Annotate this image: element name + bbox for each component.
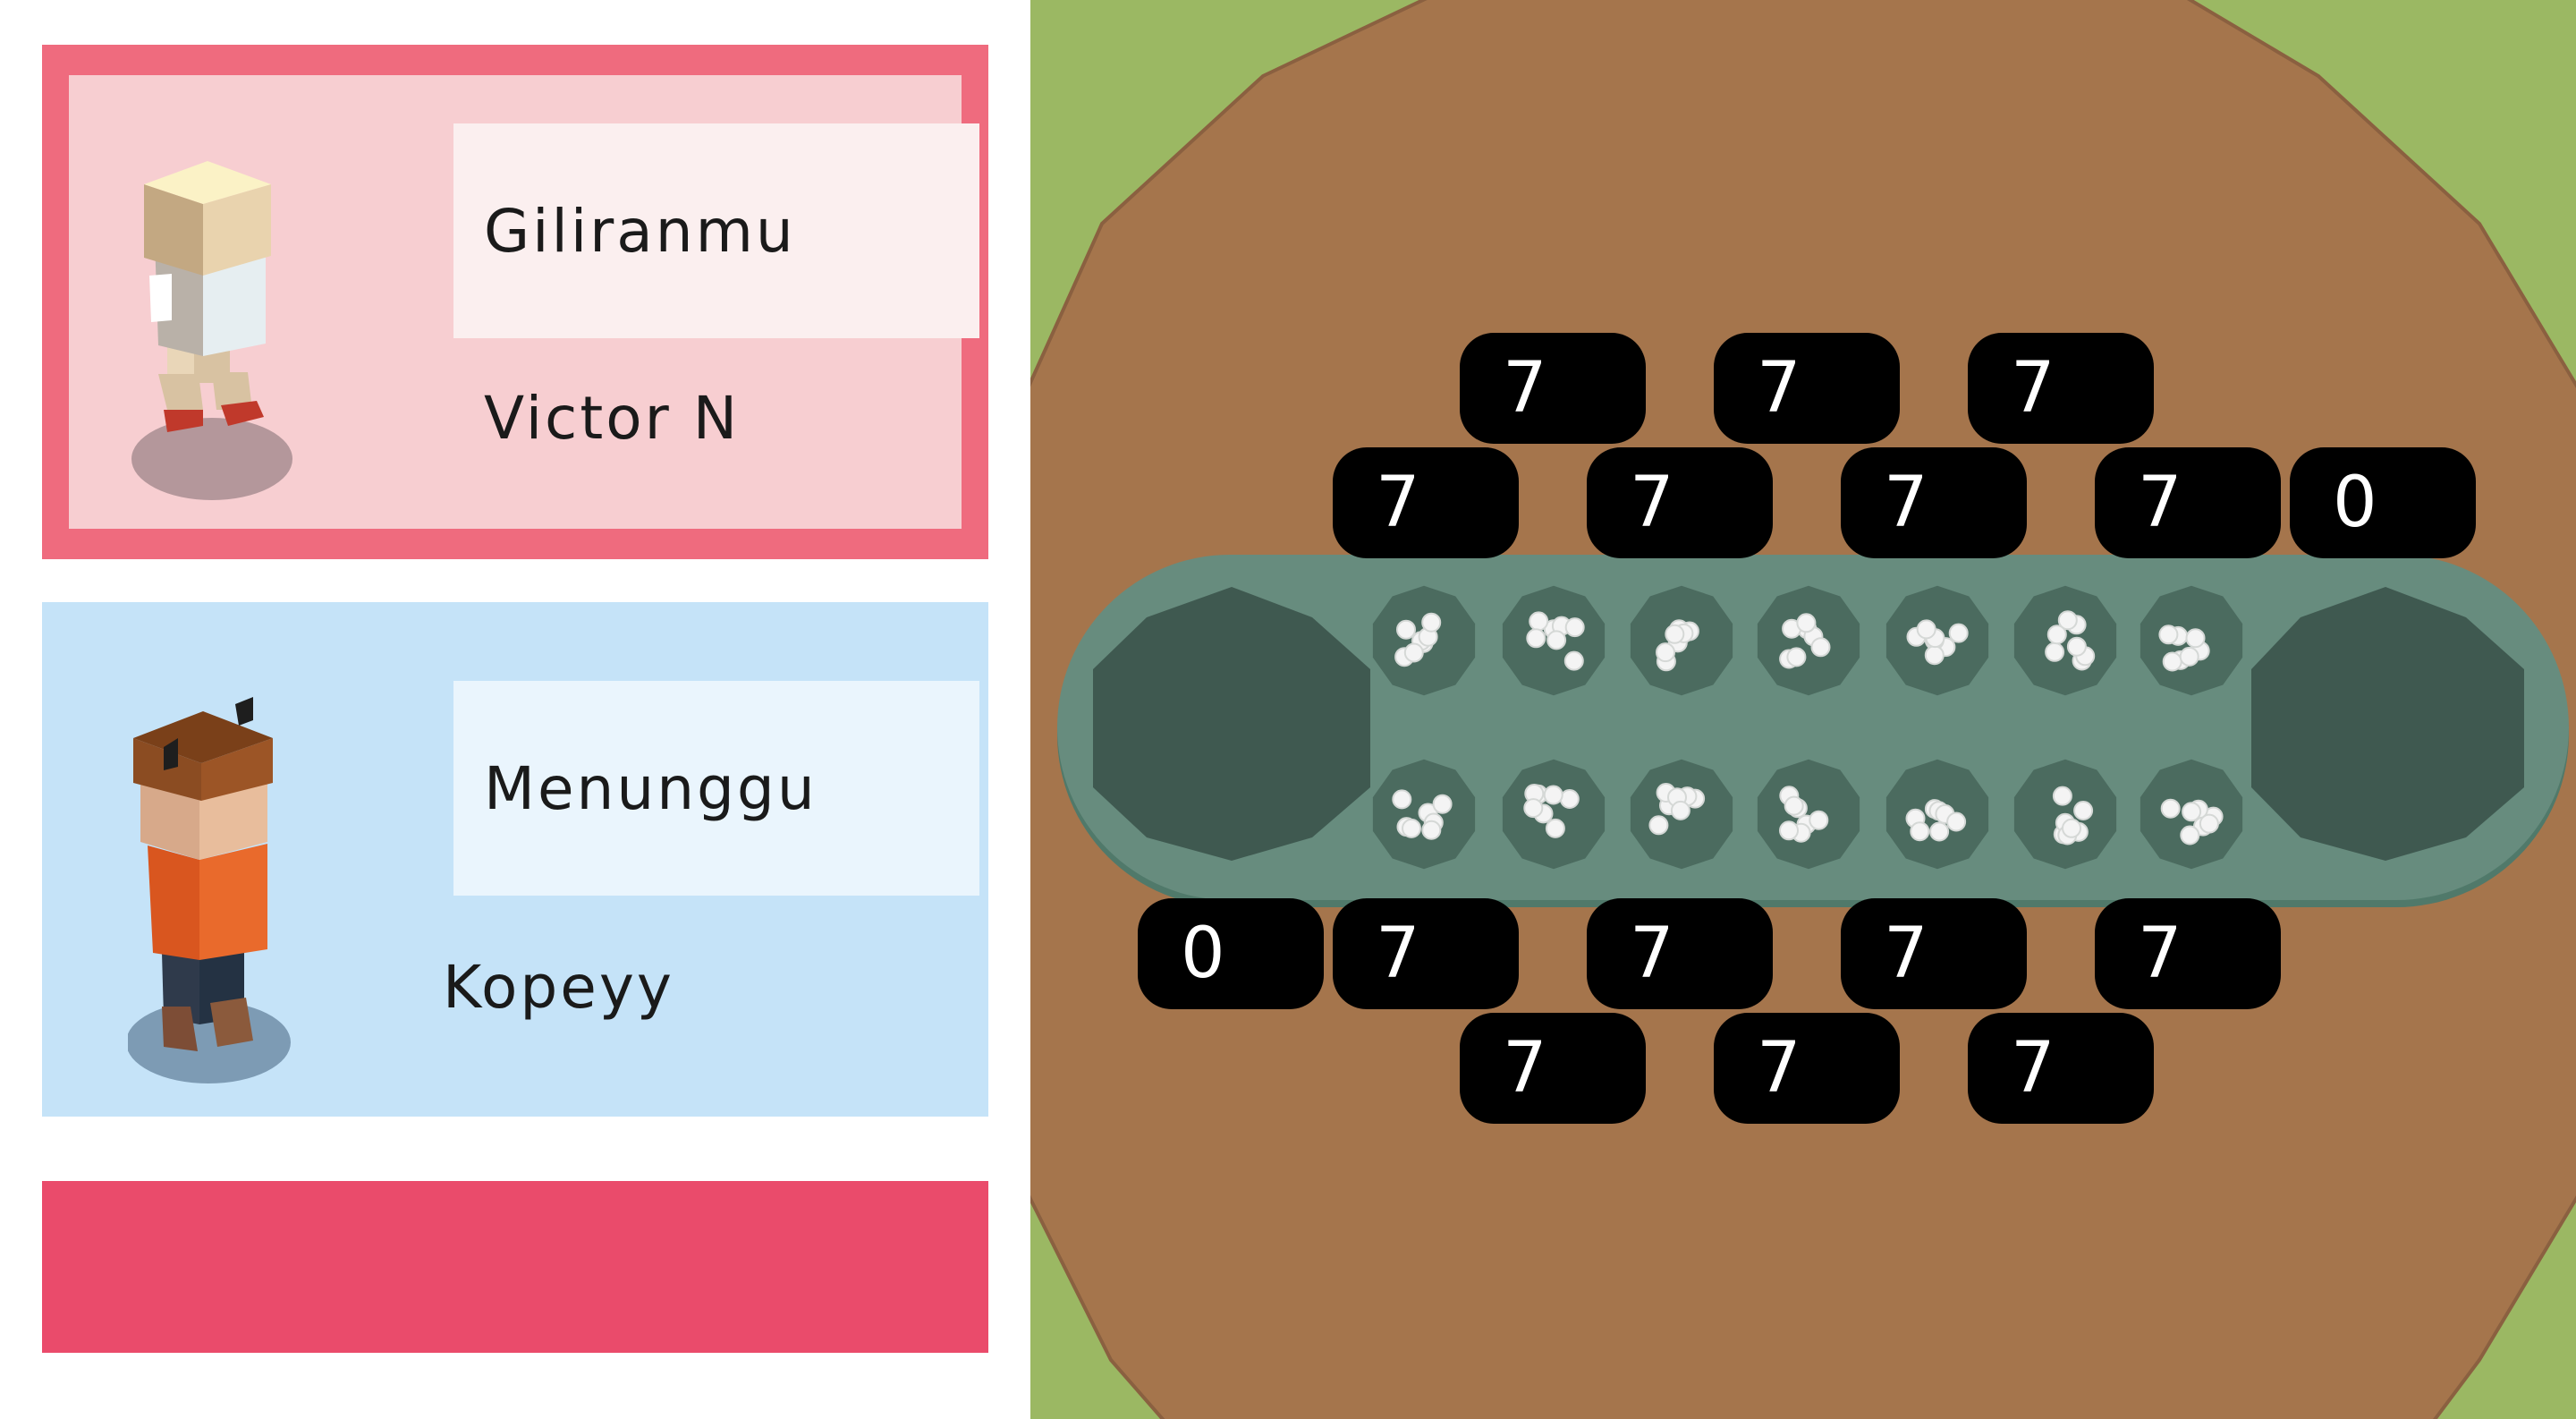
dirt-ground: [1030, 0, 2576, 1419]
seed: [2045, 642, 2065, 662]
seed: [2162, 651, 2182, 672]
store-count-badge: 0: [2290, 447, 2476, 558]
seed: [2182, 802, 2202, 822]
seed: [1916, 619, 1936, 640]
game-board-area: 7 7 7 7 7 7 7 0 0 7 7 7 7 7 7 7: [1030, 0, 2576, 1419]
seed: [1665, 624, 1685, 644]
player-avatar-blond: [131, 161, 292, 500]
seed: [1946, 811, 1967, 832]
seed: [2180, 825, 2200, 845]
player-name: Victor N: [484, 384, 741, 453]
seed: [1786, 647, 1807, 667]
pit-count-badge: 7: [1714, 333, 1900, 444]
seed: [1809, 810, 1829, 830]
pits-group[interactable]: [1372, 585, 2243, 870]
pit-count-badge: 7: [1460, 1013, 1646, 1124]
pit-count-badge: 7: [1968, 333, 2154, 444]
seed: [1421, 612, 1442, 633]
seed: [2066, 636, 2087, 657]
seed: [1402, 818, 1421, 838]
seed: [1396, 619, 1416, 640]
seed: [1563, 650, 1584, 671]
seed: [2052, 786, 2072, 806]
pit-count-badge: 7: [1968, 1013, 2154, 1124]
pit-count-badge: 7: [1841, 898, 2027, 1009]
seed: [1529, 611, 1549, 632]
pit-count-badge: 7: [1587, 447, 1773, 558]
seed: [1948, 623, 1969, 643]
seed: [1559, 789, 1580, 809]
seed: [1929, 821, 1950, 842]
seed: [1564, 617, 1585, 638]
seed: [1670, 800, 1690, 820]
seed: [2062, 818, 2081, 838]
seed: [2046, 625, 2067, 645]
seed: [2057, 610, 2078, 631]
pit-count-badge: 7: [1841, 447, 2027, 558]
store-left[interactable]: [1093, 587, 1370, 861]
seed: [1403, 642, 1424, 663]
pit-count-badge: 7: [2095, 898, 2281, 1009]
store-right[interactable]: [2251, 587, 2524, 861]
seed: [1656, 642, 1675, 663]
player-card-waiting: Menunggu Kopeyy: [42, 602, 988, 1117]
seed: [1523, 798, 1544, 819]
seed: [1543, 785, 1563, 805]
seed: [1648, 815, 1669, 836]
seed: [1779, 820, 1799, 841]
pit-count-badge: 7: [1460, 333, 1646, 444]
pit-count-badge: 7: [2095, 447, 2281, 558]
pit[interactable]: [2013, 585, 2117, 696]
pit-count-badge: 7: [1714, 1013, 1900, 1124]
players-panel: Giliranmu Victor N Menunggu: [0, 0, 1030, 1419]
pit-count-badge: 7: [1333, 898, 1519, 1009]
player-card-active: Giliranmu Victor N: [42, 45, 988, 559]
player-status-label: Giliranmu: [453, 123, 979, 338]
seed: [2185, 628, 2206, 649]
pit[interactable]: [1757, 759, 1860, 870]
pit-count-badge: 7: [1333, 447, 1519, 558]
seed: [1910, 821, 1930, 842]
seed: [1545, 818, 1565, 838]
player-status-label: Menunggu: [453, 681, 979, 896]
seed: [1796, 613, 1817, 633]
seed: [1924, 645, 1945, 666]
seed: [2160, 798, 2181, 819]
seed: [1432, 794, 1453, 814]
pit-count-badge: 7: [1587, 898, 1773, 1009]
action-bar[interactable]: [42, 1181, 988, 1353]
seed: [1421, 820, 1442, 840]
seed: [1546, 630, 1567, 650]
player-name: Kopeyy: [443, 953, 674, 1022]
seed: [1810, 637, 1831, 658]
pit[interactable]: [1502, 759, 1606, 870]
player-avatar-brown-hair: [128, 697, 291, 1083]
seed: [2199, 813, 2219, 834]
store-count-badge: 0: [1138, 898, 1324, 1009]
seed: [2158, 625, 2179, 645]
seed: [1784, 795, 1804, 816]
seed: [2179, 646, 2199, 667]
seed: [2073, 801, 2094, 820]
seed: [1526, 628, 1546, 649]
seed: [1392, 789, 1412, 810]
